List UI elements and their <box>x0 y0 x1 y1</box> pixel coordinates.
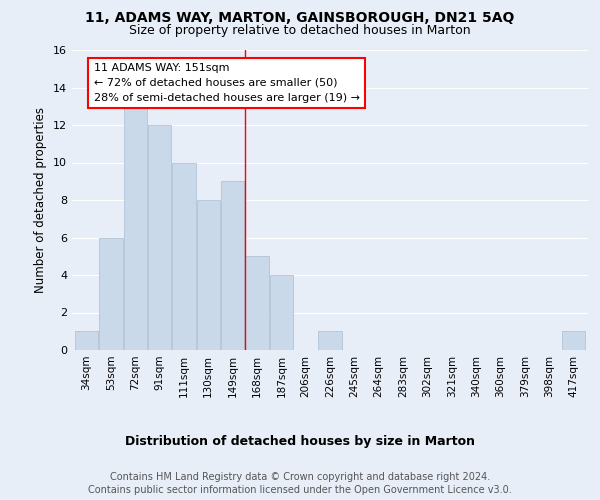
Bar <box>100 238 122 350</box>
Text: Distribution of detached houses by size in Marton: Distribution of detached houses by size … <box>125 435 475 448</box>
Bar <box>270 275 293 350</box>
Text: 11 ADAMS WAY: 151sqm
← 72% of detached houses are smaller (50)
28% of semi-detac: 11 ADAMS WAY: 151sqm ← 72% of detached h… <box>94 63 360 102</box>
Bar <box>172 162 196 350</box>
Bar <box>124 106 147 350</box>
Bar <box>197 200 220 350</box>
Text: 11, ADAMS WAY, MARTON, GAINSBOROUGH, DN21 5AQ: 11, ADAMS WAY, MARTON, GAINSBOROUGH, DN2… <box>85 11 515 25</box>
Bar <box>562 331 585 350</box>
Text: Contains HM Land Registry data © Crown copyright and database right 2024.: Contains HM Land Registry data © Crown c… <box>110 472 490 482</box>
Bar <box>245 256 269 350</box>
Bar <box>148 125 171 350</box>
Text: Contains public sector information licensed under the Open Government Licence v3: Contains public sector information licen… <box>88 485 512 495</box>
Bar <box>221 181 244 350</box>
Bar <box>75 331 98 350</box>
Text: Size of property relative to detached houses in Marton: Size of property relative to detached ho… <box>129 24 471 37</box>
Bar <box>319 331 341 350</box>
Y-axis label: Number of detached properties: Number of detached properties <box>34 107 47 293</box>
